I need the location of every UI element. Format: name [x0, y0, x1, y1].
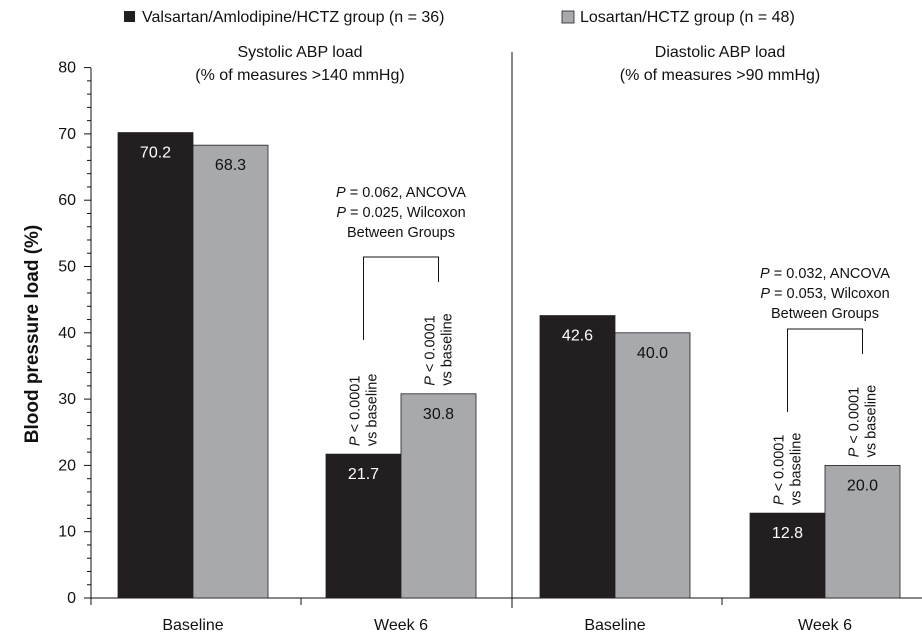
vs-baseline-p-value: P < 0.0001 — [423, 315, 439, 386]
legend: Valsartan/Amlodipine/HCTZ group (n = 36)… — [124, 9, 795, 26]
between-groups-label: Between Groups — [347, 225, 455, 241]
bar-value-label: 68.3 — [215, 157, 246, 174]
bar-valsartan — [539, 315, 616, 599]
annotations: P < 0.0001 vs baseline P < 0.0001 vs baseli… — [336, 185, 890, 505]
between-groups-wilcoxon: P = 0.025, Wilcoxon — [336, 205, 465, 221]
vs-baseline-label: vs baseline — [789, 433, 805, 506]
y-tick-label: 80 — [58, 60, 76, 77]
bar-value-label: 12.8 — [772, 525, 803, 542]
bar-losartan — [824, 464, 901, 599]
legend-label-series-2: Losartan/HCTZ group (n = 48) — [580, 9, 795, 26]
panel-1-title-line-1: Systolic ABP load — [237, 44, 362, 61]
between-groups-bracket — [363, 256, 439, 340]
between-groups-wilcoxon: P = 0.053, Wilcoxon — [760, 286, 889, 302]
y-tick-label: 60 — [58, 192, 76, 209]
bar-losartan — [400, 393, 477, 599]
y-tick-label: 50 — [58, 259, 76, 276]
legend-swatch-series-2 — [561, 10, 575, 24]
y-axis-ticks: 0 10 20 30 40 50 60 70 80 — [58, 60, 723, 607]
vs-baseline-p-value: P < 0.0001 — [348, 376, 364, 447]
bar-losartan — [192, 144, 269, 599]
between-groups-bracket — [787, 328, 863, 412]
bar-valsartan — [117, 132, 194, 599]
y-axis-label: Blood pressure load (%) — [22, 225, 43, 444]
vs-baseline-p-value: P < 0.0001 — [772, 435, 788, 506]
bar-losartan — [614, 332, 691, 599]
x-category-label: Baseline — [584, 617, 645, 634]
vs-baseline-label: vs baseline — [864, 385, 880, 458]
bar-value-label: 30.8 — [423, 406, 454, 423]
between-groups-ancova: P = 0.032, ANCOVA — [760, 266, 890, 282]
bar-value-label: 20.0 — [847, 477, 878, 494]
x-category-label: Week 6 — [798, 617, 852, 634]
y-tick-label: 20 — [58, 457, 76, 474]
bar-value-label: 40.0 — [637, 345, 668, 362]
y-tick-label: 10 — [58, 524, 76, 541]
bar-valsartan — [325, 453, 402, 599]
vs-baseline-label: vs baseline — [365, 374, 381, 447]
vs-baseline-p-value: P < 0.0001 — [847, 387, 863, 458]
y-tick-label: 0 — [67, 590, 76, 607]
legend-swatch-series-1 — [124, 11, 135, 22]
bars: Baseline 70.2 68.3 Week 6 21.7 30.8 Baseline 42… — [117, 132, 901, 634]
bar-valsartan — [749, 512, 826, 599]
x-category-label: Baseline — [162, 617, 223, 634]
bar-value-label: 70.2 — [140, 145, 171, 162]
x-category-label: Week 6 — [374, 617, 428, 634]
panel-1-title-line-2: (% of measures >140 mmHg) — [195, 67, 404, 84]
bar-value-label: 42.6 — [562, 328, 593, 345]
y-tick-label: 70 — [58, 126, 76, 143]
vs-baseline-label: vs baseline — [440, 313, 456, 386]
panel-2-title-line-2: (% of measures >90 mmHg) — [620, 67, 821, 84]
bar-value-label: 21.7 — [348, 466, 379, 483]
legend-label-series-1: Valsartan/Amlodipine/HCTZ group (n = 36) — [142, 9, 445, 26]
y-tick-label: 30 — [58, 391, 76, 408]
between-groups-label: Between Groups — [771, 306, 879, 322]
panel-2-title-line-1: Diastolic ABP load — [655, 44, 785, 61]
y-tick-label: 40 — [58, 325, 76, 342]
between-groups-ancova: P = 0.062, ANCOVA — [336, 185, 466, 201]
